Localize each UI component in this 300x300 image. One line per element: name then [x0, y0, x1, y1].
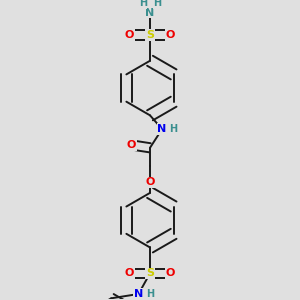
- Text: S: S: [146, 268, 154, 278]
- Text: N: N: [146, 8, 154, 18]
- Text: O: O: [166, 30, 175, 40]
- Text: O: O: [124, 30, 134, 40]
- Text: O: O: [166, 268, 175, 278]
- Text: N: N: [158, 124, 167, 134]
- Text: H: H: [139, 0, 147, 8]
- Text: H: H: [153, 0, 161, 8]
- Text: O: O: [127, 140, 136, 150]
- Text: N: N: [134, 289, 143, 299]
- Text: H: H: [169, 124, 177, 134]
- Text: O: O: [124, 268, 134, 278]
- Text: S: S: [146, 30, 154, 40]
- Text: H: H: [146, 289, 154, 299]
- Text: O: O: [145, 177, 155, 187]
